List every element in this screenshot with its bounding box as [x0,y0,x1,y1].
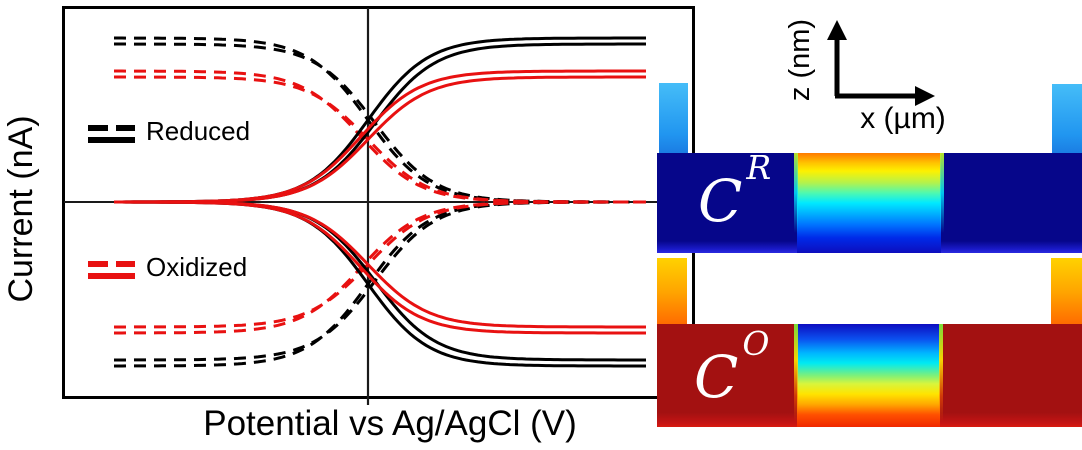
cv-curve-reduced-dashed-top-return-sweep [114,42,646,204]
co-heatmap-column-left-edge [794,324,798,427]
cr-heatmap-electrode-column [797,153,941,253]
cr-heatmap-column-right-edge [940,153,944,253]
legend-oxidized-samples [88,260,135,279]
z-axis-label: z (nm) [784,18,816,102]
cr-heatmap-label: CR [698,151,771,230]
cv-curve-reduced-dashed-bottom-return-sweep [114,200,646,362]
legend-oxidized-label: Oxidized [146,252,248,282]
coordinate-axes-icon [827,20,935,106]
legend-reduced-samples [88,124,135,143]
legend-oxidized: Oxidized [88,252,248,285]
cv-curve-oxidized-solid-bottom-return-sweep [114,200,646,329]
legend-reduced: Reduced [88,116,251,149]
z-axis-arrow-icon [827,20,847,96]
cr-superscript: R [746,147,773,187]
x-axis-unit-label: x (µm) [860,102,946,135]
co-superscript: O [742,323,771,363]
legend-reduced-label: Reduced [146,116,251,146]
oxidized-dashed-line-sample [88,260,135,267]
cv-y-axis-label: Current (nA) [2,115,40,303]
co-heatmap-label: CO [694,327,769,406]
co-heatmap-column-right-edge [939,324,943,427]
x-axis-arrow-icon [835,86,935,106]
cv-curve-oxidized-dashed-bottom-return-sweep [114,200,646,329]
reduced-dashed-line-sample [88,124,135,131]
reduced-solid-line-sample [88,136,135,143]
oxidized-solid-line-sample [88,272,135,279]
co-symbol: C [694,343,740,411]
cr-symbol: C [698,167,744,235]
co-heatmap-electrode-column [797,324,940,427]
cr-heatmap-column-left-edge [794,153,798,253]
cv-x-axis-label: Potential vs Ag/AgCl (V) [203,404,577,443]
